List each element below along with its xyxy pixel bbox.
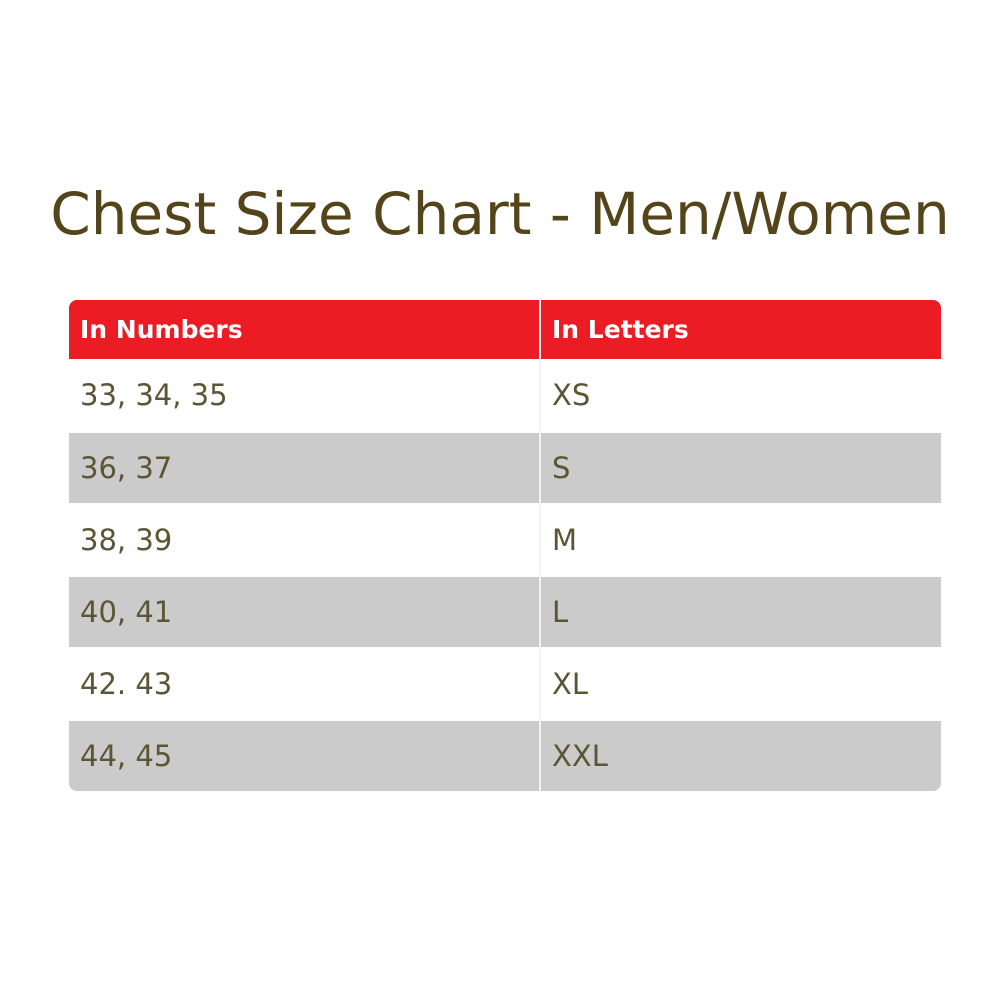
- cell-numbers: 38, 39: [69, 505, 541, 575]
- table-row: 38, 39 M: [69, 505, 941, 575]
- table-row: 33, 34, 35 XS: [69, 359, 941, 431]
- table-row: 44, 45 XXL: [69, 721, 941, 791]
- cell-letters: L: [552, 595, 569, 629]
- header-in-numbers: In Numbers: [69, 300, 541, 359]
- page-title: Chest Size Chart - Men/Women: [50, 180, 950, 248]
- cell-letters: XL: [552, 667, 589, 701]
- table-row: 40, 41 L: [69, 577, 941, 647]
- cell-letters: M: [552, 523, 578, 557]
- cell-letters: S: [552, 451, 571, 485]
- cell-letters: XS: [552, 378, 591, 412]
- table-row: 42. 43 XL: [69, 649, 941, 719]
- cell-letters: XXL: [552, 739, 608, 773]
- cell-numbers: 33, 34, 35: [69, 359, 541, 431]
- table-header: In Numbers In Letters: [69, 300, 941, 359]
- size-table: In Numbers In Letters 33, 34, 35 XS 36, …: [69, 300, 941, 791]
- cell-numbers: 42. 43: [69, 649, 541, 719]
- cell-numbers: 36, 37: [69, 433, 541, 503]
- header-in-letters: In Letters: [552, 315, 689, 344]
- cell-numbers: 40, 41: [69, 577, 541, 647]
- table-row: 36, 37 S: [69, 433, 941, 503]
- cell-numbers: 44, 45: [69, 721, 541, 791]
